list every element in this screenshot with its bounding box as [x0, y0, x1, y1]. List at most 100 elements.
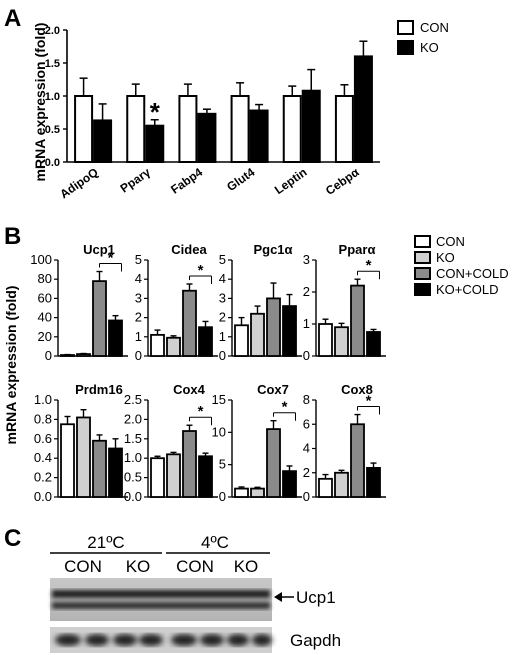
y-tick-label: 1 [303, 316, 310, 331]
bar-2 [92, 280, 107, 357]
y-tick-label: 0.5 [45, 124, 60, 136]
chart-5: Cox4 0.0 0.5 1.0 1.5 2.0 2.5 * [124, 382, 218, 504]
bar-1 [166, 336, 181, 357]
legend-label-ko: KO [420, 40, 439, 55]
y-tick-label: 3 [219, 290, 226, 305]
y-tick-label: 0 [135, 348, 142, 363]
category-label-2: Fabp4 [168, 165, 205, 197]
y-tick-label: 0 [219, 489, 226, 504]
y-tick-label: 2.0 [124, 411, 142, 426]
bar-3 [366, 331, 381, 357]
bar-3 [108, 319, 123, 357]
significance-star: * [150, 97, 161, 127]
y-tick-label: 0.0 [124, 489, 142, 504]
y-tick-label: 2 [303, 465, 310, 480]
y-tick-label: 0.6 [34, 431, 52, 446]
bar-con-2 [178, 95, 198, 163]
y-tick-label: 10 [212, 424, 226, 439]
chart-2: Pgc1α 0 1 2 3 4 5 [219, 242, 302, 363]
panel-b-ylabel: mRNA expression (fold) [3, 286, 19, 445]
bar-2 [266, 428, 281, 498]
bar-1 [250, 312, 265, 357]
y-tick-label: 0.0 [45, 157, 60, 169]
bar-3 [366, 466, 381, 498]
significance-star: * [198, 403, 204, 420]
bar-2 [350, 423, 365, 498]
gapdh-band [227, 634, 249, 646]
bar-1 [76, 416, 91, 498]
temp-4-label: 4ºC [201, 533, 229, 552]
y-tick-label: 5 [219, 457, 226, 472]
chart-3: Pparα 0 1 2 3 * [303, 242, 386, 363]
y-tick-label: 2.0 [45, 25, 60, 37]
y-tick-label: 4 [219, 271, 226, 286]
bar-3 [198, 455, 213, 498]
band-label-gapdh: Gapdh [290, 631, 341, 650]
legend-label-ko-cold: KO+COLD [436, 282, 499, 297]
y-tick-label: 60 [38, 290, 52, 305]
bar-con-5 [334, 95, 354, 163]
gapdh-band [200, 634, 224, 646]
category-label-3: Glut4 [224, 165, 257, 194]
y-tick-label: 2 [303, 284, 310, 299]
bar-0 [318, 477, 333, 498]
y-tick-label: 0 [303, 489, 310, 504]
panel-a: A mRNA expression (fold) CON KO [4, 5, 449, 181]
bar-con-3 [230, 95, 250, 163]
bar-3 [108, 447, 123, 498]
y-tick-label: 1.0 [34, 392, 52, 407]
bar-con-0 [74, 95, 94, 163]
significance-star: * [198, 262, 204, 279]
legend-label-con: CON [420, 20, 449, 35]
y-tick-label: 2 [135, 310, 142, 325]
bar-2 [350, 284, 365, 357]
chart-1: Cidea 0 1 2 3 4 5 * [135, 242, 218, 363]
gapdh-bands [55, 634, 272, 646]
chart-title: Pgc1α [253, 242, 292, 257]
chart-7: Cox8 0 2 4 6 8 * [303, 382, 386, 504]
blot-membrane-ucp1 [50, 578, 272, 621]
bar-1 [166, 453, 181, 498]
legend-label-con: CON [436, 234, 465, 249]
chart-title: Cox7 [257, 382, 289, 397]
chart-title: Pparα [339, 242, 376, 257]
y-tick-label: 0 [219, 348, 226, 363]
y-tick-label: 1.0 [124, 450, 142, 465]
panel-c-letter: C [4, 525, 21, 552]
bar-ko-3 [249, 109, 269, 163]
y-tick-label: 1 [219, 329, 226, 344]
significance-star: * [282, 399, 288, 416]
ucp1-band-lower [52, 602, 270, 609]
y-tick-label: 0 [45, 348, 52, 363]
chart-title: Cidea [171, 242, 207, 257]
y-tick-label: 3 [135, 290, 142, 305]
bar-2 [92, 439, 107, 498]
y-tick-label: 5 [219, 252, 226, 267]
blot-group-con-21: CON [64, 557, 102, 576]
y-tick-label: 40 [38, 310, 52, 325]
bar-ko-0 [93, 119, 113, 163]
y-tick-label: 3 [303, 252, 310, 267]
panel-c: C 21ºC 4ºC CON KO CON KO [4, 525, 341, 653]
legend-label-con-cold: CON+COLD [436, 266, 509, 281]
y-tick-label: 15 [212, 392, 226, 407]
y-tick-label: 100 [30, 252, 52, 267]
bar-0 [234, 487, 249, 498]
category-label-4: Leptin [272, 165, 310, 197]
ucp1-band-upper [52, 590, 270, 598]
y-tick-label: 1.5 [45, 58, 60, 70]
bar-1 [334, 471, 349, 498]
bar-ko-2 [197, 112, 217, 163]
bar-0 [150, 333, 165, 357]
chart-title: Cox4 [173, 382, 206, 397]
panel-a-chart: 0.0 0.5 1.0 1.5 2.0 AdipoQ Pparγ Fabp4 Glut4 Lept… [45, 25, 380, 201]
bar-1 [334, 326, 349, 357]
gapdh-band [55, 634, 81, 646]
gapdh-band [139, 634, 163, 646]
y-tick-label: 2 [219, 310, 226, 325]
blot-group-con-4: CON [176, 557, 214, 576]
y-tick-label: 80 [38, 271, 52, 286]
y-tick-label: 0 [303, 348, 310, 363]
